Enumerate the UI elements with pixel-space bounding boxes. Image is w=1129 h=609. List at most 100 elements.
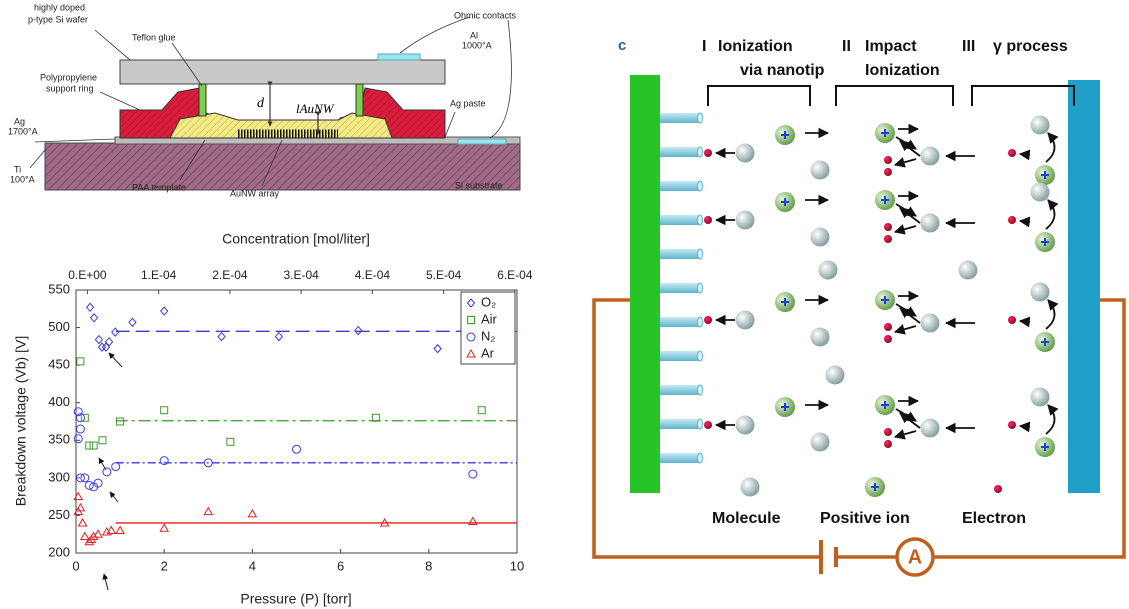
point [76,357,85,366]
y-tick-label: 300 [48,469,70,484]
label: Ag [14,116,25,126]
arrow [893,429,917,440]
molecule [1030,182,1050,202]
electron [704,421,712,429]
point [247,508,258,518]
arrow [895,408,917,422]
ion-sign [881,296,889,304]
molecule [920,418,940,438]
molecule [735,210,755,230]
point [159,523,170,532]
paa-template [169,112,393,139]
x2-tick-label: 3.E-04 [283,268,319,282]
x-tick-label: 0 [72,558,79,573]
legend-marker [466,348,476,358]
arrow [895,203,917,217]
x-tick-label: 4 [249,558,256,573]
molecule [920,313,940,333]
label: highly doped [34,2,85,12]
ion-sign [1041,171,1049,179]
electron [704,316,712,324]
nanotip [660,419,700,429]
molecule [1030,115,1050,135]
nanotip [660,351,700,361]
electron [994,485,1002,493]
electron [1008,316,1016,324]
nanotip-end [697,214,703,226]
arrow [1018,216,1031,228]
electron [884,156,892,164]
point [379,517,390,527]
y-axis-label: Breakdown voltage (Vb) [V] [13,336,29,506]
legend-label: Air [481,311,498,326]
electron [1008,216,1016,224]
x-tick-label: 10 [510,558,524,573]
point [101,342,111,352]
x-tick-label: 2 [161,558,168,573]
nanotip-end [697,452,703,464]
electron [884,323,892,331]
nanotip-end [697,180,703,192]
electron [884,440,892,448]
stage-numeral: III [962,38,975,55]
teflon-glue [355,83,364,117]
y-tick-label: 500 [48,319,70,334]
point [75,502,86,512]
point [98,436,107,445]
legend-label: Electron [962,510,1026,527]
nanotip-end [697,418,703,430]
label: 1000°A [462,40,492,50]
ion-sign [781,403,789,411]
electron [1008,421,1016,429]
point [84,536,95,546]
point [468,516,478,525]
nanotip [660,147,700,157]
arrow [1018,316,1031,328]
point [203,506,214,516]
ag-paste [457,138,507,145]
legend-marker [467,316,475,324]
point [116,417,125,426]
leader-lines [29,16,512,187]
nanotip [660,181,700,191]
x2-tick-label: 4.E-04 [355,268,391,282]
arrow [895,303,917,317]
nanotip-end [697,316,703,328]
molecule [810,432,830,452]
label: d [257,96,265,111]
arrow [1045,404,1059,435]
arrow [899,307,921,324]
ammeter-label: A [908,546,922,568]
device-diagram: highly doped p-type Si wafer Teflon glue… [8,2,521,198]
point [468,469,478,479]
legend-label: N₂ [481,328,495,343]
stage-label: Impact [865,38,917,55]
stage-label: Ionization [718,38,793,55]
y-tick-label: 250 [48,507,70,522]
plot-frame [75,289,518,554]
x2-tick-label: 6.E-04 [497,268,533,282]
ion-sign [881,401,889,409]
label: 100°A [10,174,35,184]
point [371,413,380,422]
anode [1068,80,1100,493]
label: PAA template [132,182,186,192]
label: 1700°A [8,126,38,136]
legend-label: Ar [481,345,495,360]
arrow [1018,421,1031,433]
y-tick-label: 400 [48,394,70,409]
x-tick-label: 8 [425,558,432,573]
label: p-type Si wafer [28,14,88,24]
nanotip-end [697,146,703,158]
point [111,462,121,472]
y-tick-label: 350 [48,432,70,447]
arrow [1045,199,1059,230]
arrow [895,136,917,150]
nanotip-end [697,350,703,362]
molecule [810,227,830,247]
electron [704,216,712,224]
ion-sign [781,198,789,206]
electron [884,223,892,231]
nanotip-end [697,112,703,124]
